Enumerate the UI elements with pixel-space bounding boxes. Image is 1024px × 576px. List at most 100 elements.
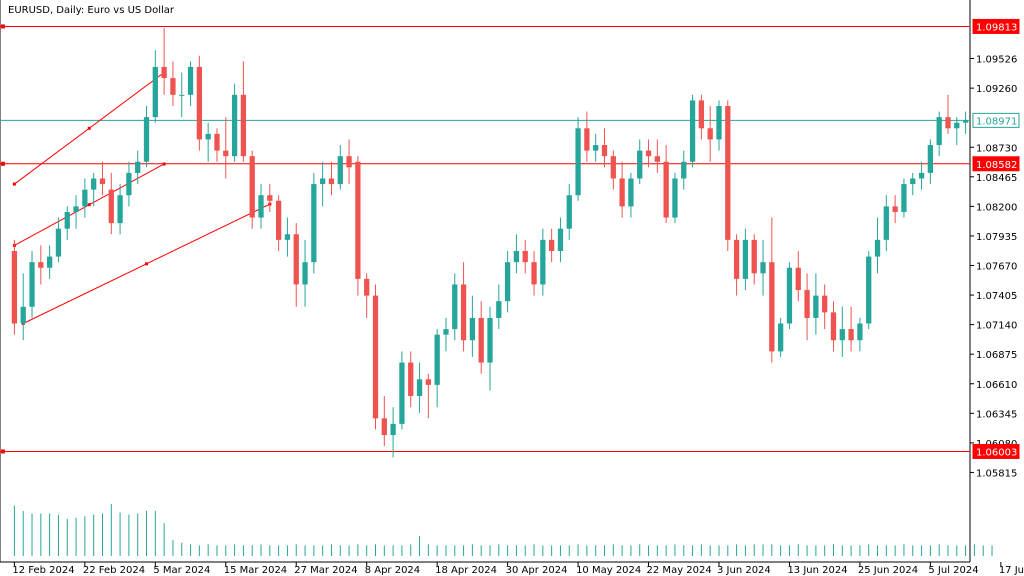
candle-body — [830, 312, 837, 341]
candle-body — [425, 379, 431, 385]
candle-body — [231, 94, 238, 157]
candle-body — [152, 66, 158, 118]
candlestick-series — [11, 27, 969, 458]
trendline-midpoint — [145, 262, 149, 266]
candle-body — [275, 200, 282, 240]
candle-body — [452, 284, 458, 330]
candle-body — [628, 178, 634, 207]
x-tick-label: 22 Feb 2024 — [83, 565, 145, 576]
candle-body — [733, 239, 740, 279]
candle-body — [848, 329, 854, 341]
y-tick-label: 1.06345 — [976, 409, 1017, 420]
candle-body — [29, 262, 35, 307]
candle-body — [663, 161, 669, 218]
x-tick-label: 18 Apr 2024 — [435, 565, 497, 576]
candle-body — [778, 323, 784, 352]
candle-body — [927, 145, 934, 173]
y-tick-label: 1.07140 — [976, 321, 1017, 332]
candle-body — [443, 329, 449, 335]
candle-body — [637, 150, 643, 179]
candle-body — [601, 145, 608, 157]
candle-body — [408, 362, 414, 397]
y-tick-label: 1.08465 — [976, 173, 1017, 184]
price-badge-label: 1.09813 — [976, 22, 1017, 33]
candle-body — [205, 133, 211, 140]
candle-body — [214, 133, 220, 151]
candle-body — [725, 105, 731, 240]
candle-body — [337, 156, 343, 185]
y-tick-label: 1.05815 — [976, 468, 1017, 479]
candle-body — [478, 317, 484, 363]
candle-body — [760, 262, 766, 274]
candle-body — [654, 156, 660, 162]
candle-body — [240, 94, 247, 157]
candle-body — [355, 161, 361, 279]
candle-body — [73, 206, 79, 212]
x-tick-label: 17 Jul 2024 — [999, 565, 1024, 576]
trendline-midpoint — [87, 126, 91, 130]
candle-body — [64, 211, 70, 229]
candle-body — [82, 189, 88, 207]
candle-body — [672, 178, 678, 218]
candle-body — [249, 156, 255, 218]
x-tick-label: 15 Mar 2024 — [224, 565, 287, 576]
candle-body — [945, 117, 951, 129]
price-badge — [972, 112, 1020, 128]
candle-body — [513, 251, 520, 263]
candle-body — [381, 418, 387, 436]
candle-body — [99, 178, 106, 185]
candle-body — [135, 161, 141, 173]
candle-body — [20, 306, 26, 324]
candle-body — [267, 195, 273, 201]
y-tick-label: 1.07670 — [976, 262, 1017, 273]
candle-body — [143, 117, 150, 162]
level-anchor-marker — [1, 449, 5, 454]
trendline-midpoint — [87, 203, 91, 207]
price-badge-label: 1.08582 — [976, 160, 1017, 171]
y-tick-label: 1.07935 — [976, 232, 1017, 243]
candle-body — [161, 66, 167, 79]
candle-body — [460, 284, 467, 341]
candle-body — [786, 267, 793, 324]
candle-body — [170, 78, 176, 95]
candle-body — [549, 239, 555, 251]
chart-title: EURUSD, Daily: Euro vs US Dollar — [8, 5, 175, 16]
x-tick-label: 30 Apr 2024 — [506, 565, 568, 576]
candle-body — [584, 128, 590, 151]
candle-body — [416, 379, 423, 397]
candle-body — [302, 262, 308, 285]
trendline-anchor — [162, 162, 166, 166]
y-tick-label: 1.08730 — [976, 143, 1017, 154]
candle-body — [610, 156, 616, 179]
candle-body — [742, 239, 749, 279]
price-badge-label: 1.06003 — [976, 447, 1017, 458]
candle-body — [108, 189, 114, 224]
candle-body — [487, 317, 493, 363]
candle-body — [962, 120, 969, 123]
level-anchor-marker — [1, 161, 5, 166]
candle-body — [179, 94, 185, 96]
y-tick-label: 1.08200 — [976, 202, 1017, 213]
candle-body — [434, 334, 440, 385]
horizontal-levels — [0, 24, 970, 454]
time-axis: 12 Feb 2024 22 Feb 2024 5 Mar 2024 15 Mar 2… — [12, 562, 1024, 576]
trendline-anchor — [12, 182, 16, 186]
y-tick-label: 1.07405 — [976, 291, 1017, 302]
x-tick-label: 5 Mar 2024 — [153, 565, 210, 576]
candle-body — [857, 323, 863, 341]
candle-body — [496, 301, 502, 318]
x-tick-label: 5 Jul 2024 — [928, 565, 978, 576]
candle-body — [540, 239, 546, 285]
candle-body — [531, 262, 537, 285]
x-tick-label: 13 Jun 2024 — [787, 565, 847, 576]
y-tick-label: 1.06610 — [976, 380, 1017, 391]
candle-body — [910, 178, 916, 185]
candle-body — [469, 317, 476, 341]
candle-body — [566, 195, 572, 229]
candle-body — [839, 329, 845, 341]
candle-body — [311, 184, 317, 263]
y-tick-label: 1.09526 — [976, 54, 1017, 65]
candle-body — [698, 100, 705, 129]
